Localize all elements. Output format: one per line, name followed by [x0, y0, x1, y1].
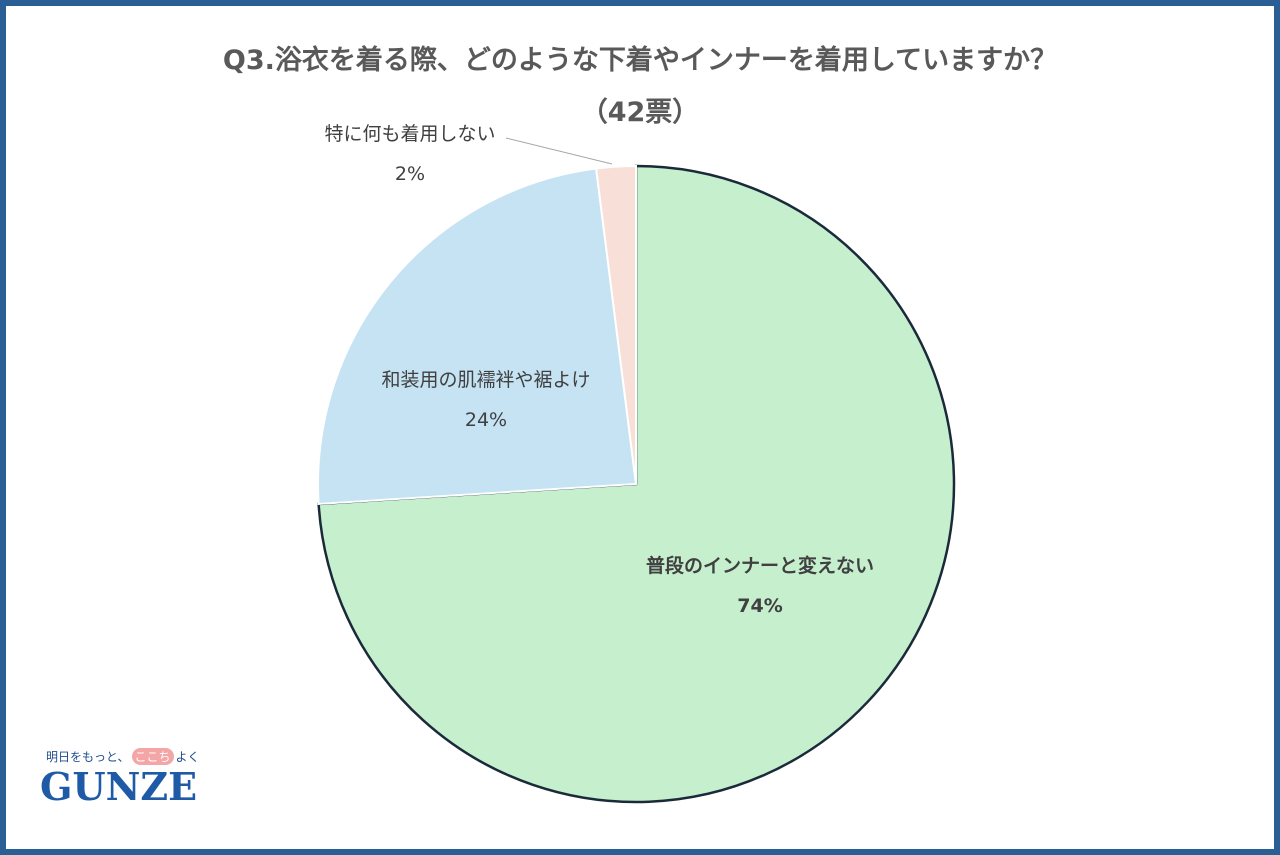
chart-subtitle: （42票） — [580, 97, 700, 128]
gunze-logo: GUNZE — [40, 764, 198, 809]
chart-title: Q3.浴衣を着る際、どのような下着やインナーを着用していますか？ — [222, 45, 1058, 76]
tagline-text-end: よく — [175, 750, 200, 764]
slice-same-innerwear-label: 普段のインナーと変えない — [646, 554, 874, 577]
slice-japanese-underwear — [317, 167, 638, 506]
slice-nothing-label: 特に何も着用しない — [324, 123, 495, 145]
slice-japanese-underwear-label: 和装用の肌襦袢や裾よけ — [381, 369, 590, 391]
slice-japanese-underwear-percent: 24% — [465, 409, 507, 431]
slice-nothing-percent: 2% — [395, 163, 425, 185]
tagline-text: 明日をもっと、 — [46, 750, 130, 764]
logo-tagline: 明日をもっと、 ここち よく — [46, 748, 200, 765]
tagline-highlight: ここち — [131, 748, 174, 765]
slice-nothing — [595, 164, 637, 485]
slice-same-innerwear-percent: 74% — [737, 595, 782, 617]
leader-line — [505, 137, 613, 165]
